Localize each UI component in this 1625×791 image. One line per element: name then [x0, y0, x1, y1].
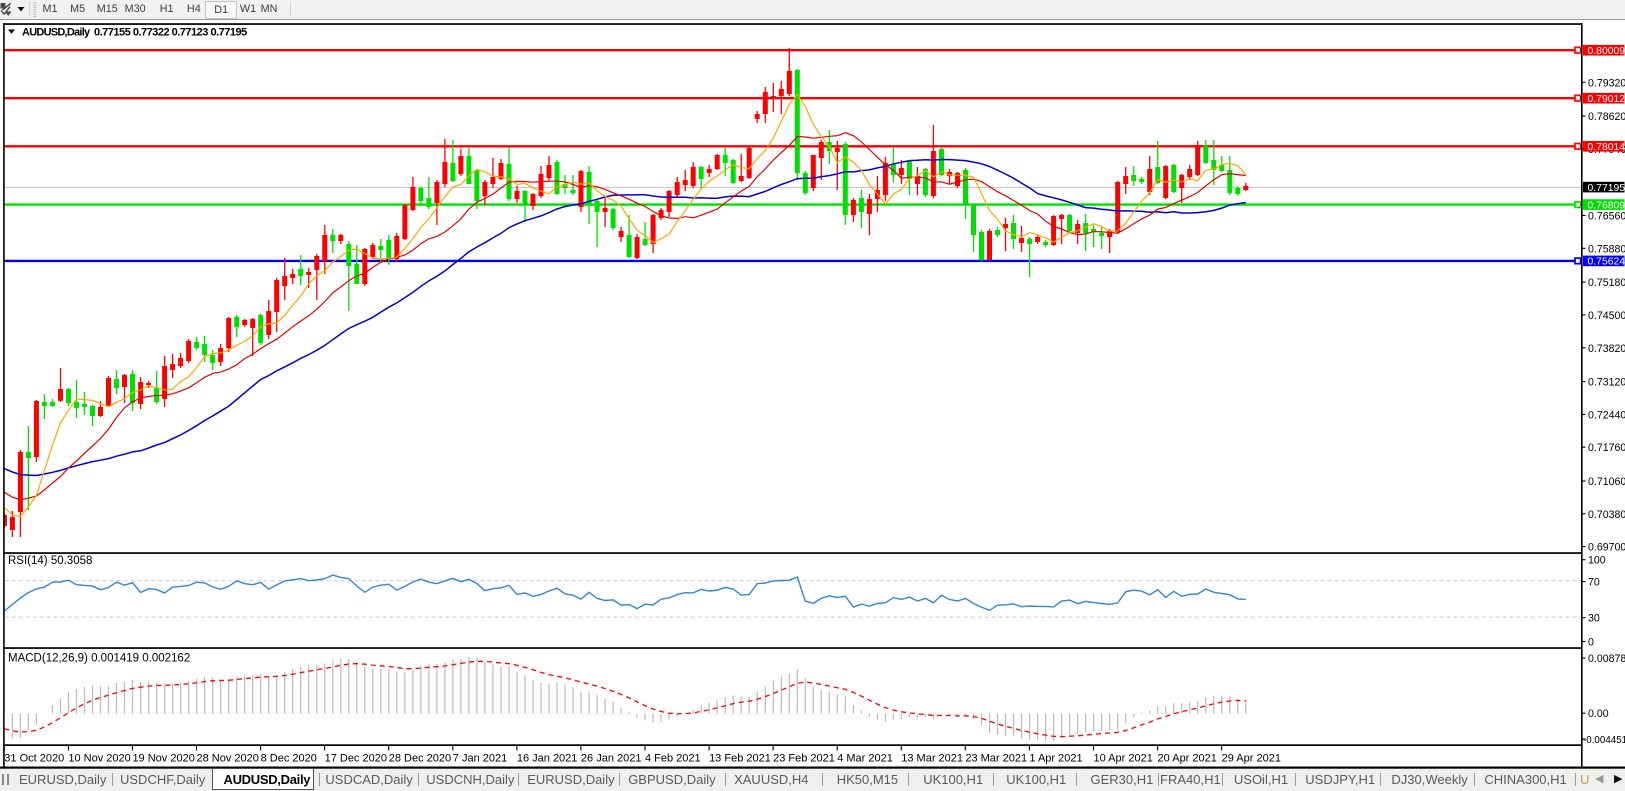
svg-text:0.69700: 0.69700 [1588, 542, 1625, 554]
svg-text:70: 70 [1588, 577, 1600, 589]
svg-text:0.73120: 0.73120 [1588, 377, 1625, 389]
svg-text:10 Apr 2021: 10 Apr 2021 [1093, 753, 1152, 765]
svg-text:30: 30 [1588, 613, 1600, 625]
svg-text:7 Jan 2021: 7 Jan 2021 [453, 753, 507, 765]
svg-text:AUDUSD,Daily: AUDUSD,Daily [22, 27, 91, 39]
svg-text:4 Feb 2021: 4 Feb 2021 [645, 753, 701, 765]
svg-text:31 Oct 2020: 31 Oct 2020 [4, 753, 64, 765]
svg-text:20 Apr 2021: 20 Apr 2021 [1158, 753, 1217, 765]
svg-text:0.71760: 0.71760 [1588, 442, 1625, 454]
svg-text:8 Dec 2020: 8 Dec 2020 [261, 753, 317, 765]
svg-text:0.73820: 0.73820 [1588, 343, 1625, 355]
svg-text:19 Nov 2020: 19 Nov 2020 [132, 753, 194, 765]
svg-text:0.78620: 0.78620 [1588, 111, 1625, 123]
svg-text:0.72440: 0.72440 [1588, 409, 1625, 421]
svg-text:0.78014: 0.78014 [1588, 142, 1625, 153]
svg-text:0.76560: 0.76560 [1588, 211, 1625, 223]
svg-text:23 Mar 2021: 23 Mar 2021 [965, 753, 1027, 765]
svg-text:0: 0 [1588, 637, 1594, 649]
svg-text:100: 100 [1588, 555, 1606, 567]
svg-text:-0.004451: -0.004451 [1583, 735, 1625, 746]
svg-text:0.75880: 0.75880 [1588, 243, 1625, 255]
svg-text:10 Nov 2020: 10 Nov 2020 [68, 753, 130, 765]
svg-text:RSI(14) 50.3058: RSI(14) 50.3058 [8, 555, 92, 567]
svg-text:0.008782: 0.008782 [1588, 653, 1625, 665]
svg-text:13 Feb 2021: 13 Feb 2021 [709, 753, 771, 765]
svg-text:17 Dec 2020: 17 Dec 2020 [325, 753, 387, 765]
svg-text:26 Jan 2021: 26 Jan 2021 [581, 753, 642, 765]
svg-text:0.77195: 0.77195 [1588, 183, 1625, 194]
svg-text:0.79320: 0.79320 [1588, 77, 1625, 89]
svg-text:16 Jan 2021: 16 Jan 2021 [517, 753, 578, 765]
svg-text:0.80009: 0.80009 [1588, 46, 1625, 57]
svg-text:0.75624: 0.75624 [1588, 257, 1625, 268]
svg-text:0.77155 0.77322 0.77123 0.7719: 0.77155 0.77322 0.77123 0.77195 [94, 27, 247, 39]
svg-text:29 Apr 2021: 29 Apr 2021 [1222, 753, 1281, 765]
svg-text:0.00: 0.00 [1588, 708, 1609, 720]
svg-text:0.70380: 0.70380 [1588, 509, 1625, 521]
svg-text:1 Apr 2021: 1 Apr 2021 [1029, 753, 1082, 765]
svg-text:23 Feb 2021: 23 Feb 2021 [773, 753, 835, 765]
svg-text:MACD(12,26,9) 0.001419 0.00216: MACD(12,26,9) 0.001419 0.002162 [8, 653, 190, 665]
svg-text:28 Dec 2020: 28 Dec 2020 [389, 753, 451, 765]
svg-text:28 Nov 2020: 28 Nov 2020 [197, 753, 259, 765]
svg-text:0.74500: 0.74500 [1588, 310, 1625, 322]
svg-text:0.76809: 0.76809 [1588, 200, 1625, 211]
svg-text:4 Mar 2021: 4 Mar 2021 [837, 753, 893, 765]
svg-text:0.75180: 0.75180 [1588, 277, 1625, 289]
svg-text:0.79012: 0.79012 [1588, 94, 1625, 105]
svg-text:13 Mar 2021: 13 Mar 2021 [901, 753, 963, 765]
svg-text:0.71060: 0.71060 [1588, 476, 1625, 488]
